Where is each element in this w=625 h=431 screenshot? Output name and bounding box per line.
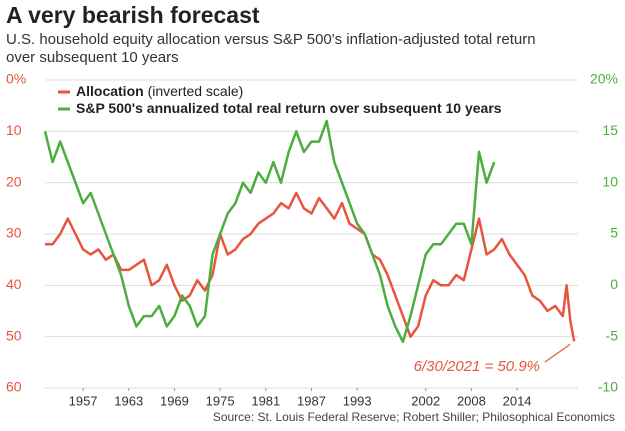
series-line (43, 119, 496, 344)
y-tick-label: 40 (6, 276, 22, 292)
y-tick-label: 10 (6, 122, 22, 138)
x-tick-label: 1969 (160, 393, 189, 408)
y2-tick-label: 0 (610, 276, 618, 292)
y-tick-label: 60 (6, 379, 22, 395)
annotation-arrow (544, 343, 571, 363)
legend-label: Allocation (inverted scale) (76, 83, 243, 99)
source: Source: St. Louis Federal Reserve; Rober… (213, 410, 615, 424)
annotation: 6/30/2021 = 50.9% (414, 358, 540, 375)
x-tick-label: 2008 (457, 393, 486, 408)
x-tick-label: 2002 (411, 393, 440, 408)
x-tick-label: 2014 (503, 393, 532, 408)
y-tick-label: 50 (6, 327, 22, 343)
y2-tick-label: -5 (606, 327, 619, 343)
legend-label: S&P 500's annualized total real return o… (76, 100, 502, 116)
legend-name: Allocation (76, 83, 144, 99)
x-tick-label: 1975 (206, 393, 235, 408)
header: A very bearish forecast U.S. household e… (6, 2, 606, 67)
x-tick-label: 1993 (343, 393, 372, 408)
y2-tick-label: 15 (602, 122, 618, 138)
y-tick-label: 30 (6, 225, 22, 241)
y2-tick-label: 5 (610, 225, 618, 241)
x-tick-label: 1963 (114, 393, 143, 408)
x-tick-label: 1987 (297, 393, 326, 408)
chart-title: A very bearish forecast (6, 2, 260, 28)
y-tick-label: 0% (6, 71, 26, 87)
legend-note: (inverted scale) (148, 83, 244, 99)
x-tick-label: 1981 (251, 393, 280, 408)
chart-subtitle: U.S. household equity allocation versus … (6, 31, 536, 66)
y2-tick-label: -10 (598, 379, 618, 395)
y2-tick-label: 10 (602, 173, 618, 189)
x-tick-label: 1957 (69, 393, 98, 408)
y-tick-label: 20 (6, 173, 22, 189)
legend-name: S&P 500's annualized total real return o… (76, 100, 502, 116)
series-line (45, 191, 576, 342)
y2-tick-label: 20% (590, 71, 618, 87)
